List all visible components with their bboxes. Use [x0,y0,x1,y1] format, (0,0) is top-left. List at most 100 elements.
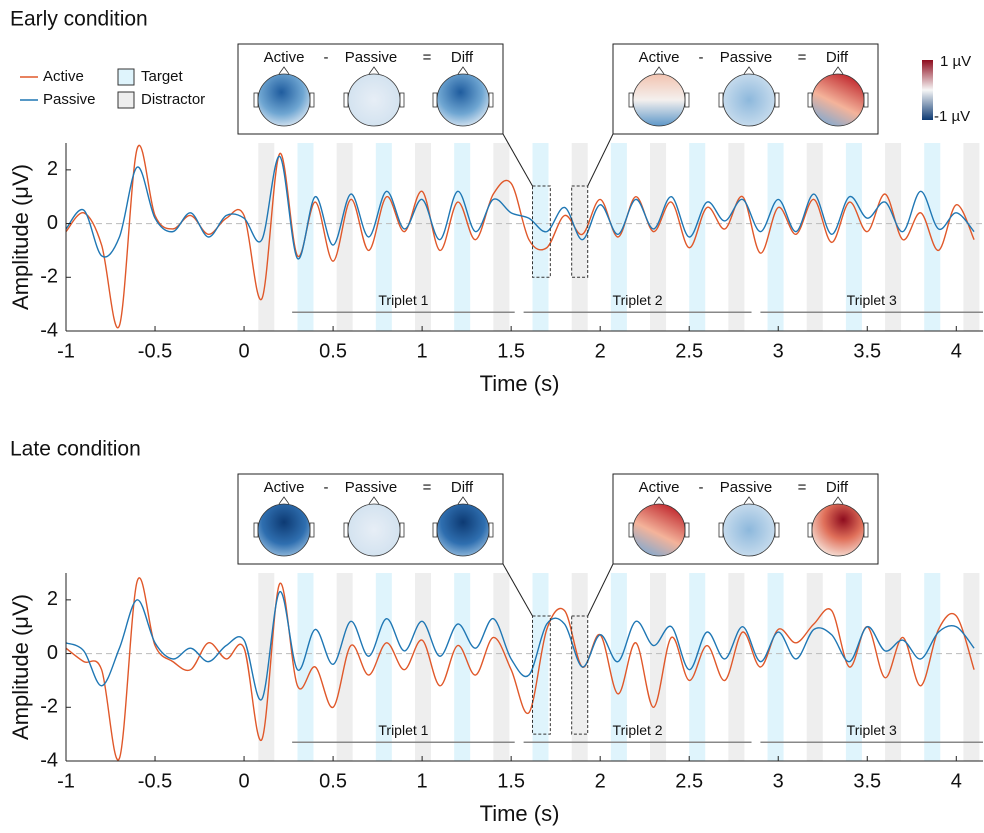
topomap-label: Active [639,49,680,66]
triplet-label: Triplet 1 [378,292,428,308]
y-tick-label: 0 [47,642,58,664]
highlight-window [532,615,551,735]
legend-label: Active [43,68,84,85]
legend-swatch [117,91,135,109]
distractor-band [336,143,353,331]
x-tick-label: 0.5 [319,770,347,792]
topomap-head [257,73,311,127]
y-tick-label: 2 [47,158,58,180]
connector [502,133,533,187]
x-tick-label: 3 [773,340,784,362]
x-tick-label: 0 [238,340,249,362]
topomap-head [722,73,776,127]
topomap-label: - [324,49,329,66]
distractor-band [728,573,745,761]
topomap-label: Passive [720,49,773,66]
colorbar [922,60,933,120]
connector [502,563,533,617]
head-nose [743,496,755,505]
series-line [66,155,975,260]
y-axis-label: Amplitude (μV) [8,594,33,740]
panel-title: Late condition [10,438,141,461]
target-band [454,573,471,761]
series-line [66,577,975,761]
head-ear [807,522,813,538]
distractor-band [414,143,432,331]
x-tick-label: 2.5 [675,770,703,792]
head-nose [457,66,469,75]
y-tick-label: 2 [47,588,58,610]
topomap-label: = [798,49,807,66]
head-ear [718,522,724,538]
x-tick-label: 3 [773,770,784,792]
target-band [375,143,392,331]
x-tick-label: 3.5 [853,770,881,792]
distractor-band [650,573,667,761]
head-nose [278,66,290,75]
topomap-label: Diff [826,49,849,66]
head-ear [684,522,690,538]
distractor-band [806,143,823,331]
topomap-label: Active [264,479,305,496]
target-band [454,143,471,331]
head-ear [399,522,405,538]
head-ear [253,92,259,108]
head-nose [653,496,665,505]
legend-swatch [117,68,135,86]
connector [587,133,614,187]
distractor-band [885,143,902,331]
head-ear [343,522,349,538]
topomap-label: = [423,479,432,496]
topomap-label: Passive [720,479,773,496]
topomap-label: Passive [345,479,398,496]
topomap-head [811,73,865,127]
triplet-label: Triplet 2 [613,722,663,738]
topomap-label: Diff [826,479,849,496]
distractor-band [728,143,745,331]
head-ear [309,92,315,108]
x-tick-label: 0.5 [319,340,347,362]
target-band [610,573,627,761]
x-tick-label: 2 [595,340,606,362]
triplet-label: Triplet 2 [613,292,663,308]
topomap-label: - [699,49,704,66]
head-ear [432,92,438,108]
head-nose [832,496,844,505]
distractor-band [650,143,667,331]
y-tick-label: -4 [40,749,58,771]
colorbar-min: -1 µV [934,108,970,125]
target-band [532,143,549,331]
head-ear [432,522,438,538]
head-ear [488,92,494,108]
head-ear [774,92,780,108]
head-ear [628,522,634,538]
head-ear [718,92,724,108]
head-ear [488,522,494,538]
legend-label: Distractor [141,91,205,108]
distractor-band [414,573,432,761]
target-band [767,573,784,761]
x-tick-label: -1 [57,770,75,792]
series-line [66,591,975,701]
y-tick-label: -2 [40,696,58,718]
topomap-head [436,73,490,127]
head-ear [863,522,869,538]
head-ear [807,92,813,108]
head-nose [457,496,469,505]
topomap-label: = [798,479,807,496]
x-tick-label: 3.5 [853,340,881,362]
distractor-band [806,573,823,761]
triplet-label: Triplet 1 [378,722,428,738]
distractor-band [963,573,980,761]
topomap-head [632,503,686,557]
topomap-head [347,73,401,127]
distractor-band [963,143,980,331]
head-nose [368,496,380,505]
head-ear [253,522,259,538]
legend-label: Target [141,68,184,85]
head-ear [628,92,634,108]
x-tick-label: -0.5 [138,770,172,792]
y-tick-label: 0 [47,212,58,234]
topomap-label: Active [264,49,305,66]
head-nose [743,66,755,75]
